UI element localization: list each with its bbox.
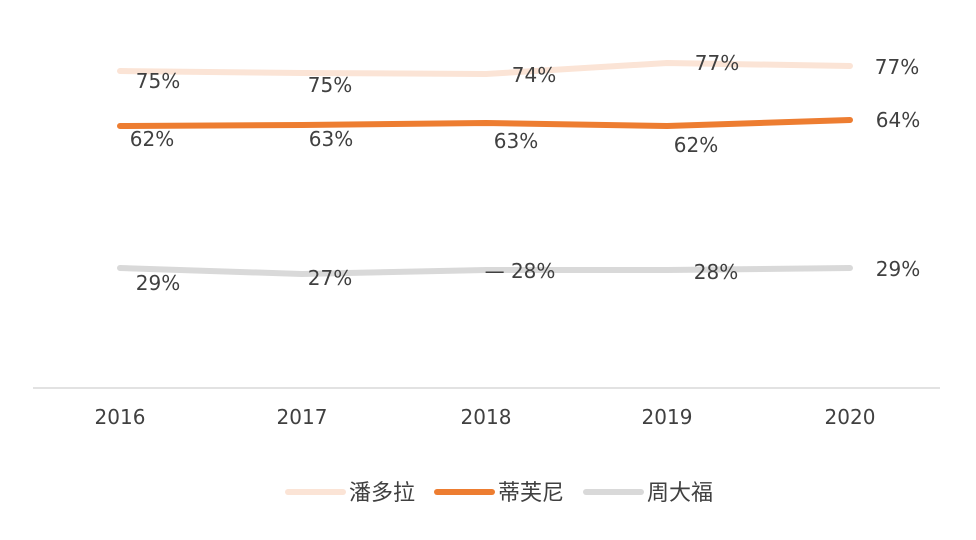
data-label-series-3-point-5: 29% [876,257,920,281]
x-tick-label-2018: 2018 [461,405,512,429]
x-tick-label-2019: 2019 [642,405,693,429]
series-line-3 [117,265,853,277]
x-tick-label-2016: 2016 [95,405,146,429]
x-tick-label-2020: 2020 [825,405,876,429]
series-line-2 [117,117,853,129]
data-label-series-2-point-3: 63% [494,129,538,153]
data-label-series-3-point-4: 28% [694,260,738,284]
data-label-series-1-point-3: 74% [512,63,556,87]
data-label-series-3-point-3: — 28% [485,259,556,283]
data-label-series-1-point-2: 75% [308,73,352,97]
data-label-series-3-point-2: 27% [308,266,352,290]
series-line-1 [117,60,853,77]
data-label-series-2-point-1: 62% [130,127,174,151]
x-tick-label-2017: 2017 [277,405,328,429]
data-label-series-3-point-1: 29% [136,271,180,295]
data-label-series-1-point-1: 75% [136,69,180,93]
data-label-series-1-point-4: 77% [695,51,739,75]
data-label-series-2-point-2: 63% [309,127,353,151]
data-label-series-1-point-5: 77% [875,55,919,79]
data-label-series-2-point-4: 62% [674,133,718,157]
data-label-series-2-point-5: 64% [876,108,920,132]
legend-label-3: 周大福 [647,481,713,506]
legend-label-1: 潘多拉 [349,481,415,506]
legend: 潘多拉 蒂芙尼 周大福 [285,481,713,506]
legend-label-2: 蒂芙尼 [498,481,564,506]
